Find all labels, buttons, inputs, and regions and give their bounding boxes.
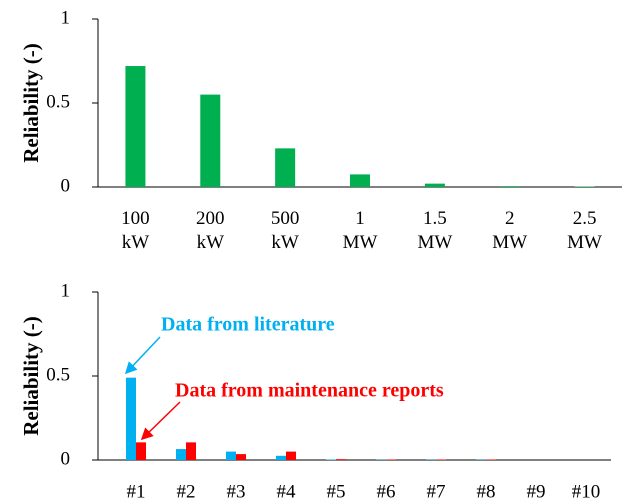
x-tick-label: #7: [427, 481, 446, 502]
x-tick-label: 500 kW: [271, 208, 300, 253]
y-tick-label: 0: [61, 448, 71, 469]
x-tick-label: 200 kW: [196, 208, 225, 253]
bar: [386, 459, 396, 460]
x-tick-line: MW: [492, 232, 527, 253]
bar: [176, 449, 186, 460]
x-tick-label: #8: [477, 481, 496, 502]
x-tick-label: #9: [527, 481, 546, 502]
x-tick-label: #1: [127, 481, 146, 502]
x-tick-line: MW: [417, 232, 452, 253]
x-tick-label: 2 MW: [492, 208, 527, 253]
x-tick-label: 1 MW: [343, 208, 378, 253]
arrow: [140, 401, 181, 441]
bar: [486, 459, 496, 460]
bar: [275, 148, 296, 187]
x-tick-line: 2.5: [573, 208, 597, 229]
bar: [226, 451, 236, 460]
bar: [326, 459, 336, 460]
y-tick-label: 0.5: [46, 91, 70, 112]
x-tick-line: MW: [343, 232, 378, 253]
x-tick-line: kW: [197, 232, 225, 253]
x-tick-line: MW: [567, 232, 602, 253]
x-tick-line: 100: [121, 208, 150, 229]
bar: [286, 451, 296, 460]
bar: [574, 186, 595, 187]
x-tick-label: 2.5 MW: [567, 208, 602, 253]
x-tick-label: #2: [177, 481, 196, 502]
annotation: Data from maintenance reports: [175, 380, 444, 402]
annotation: Data from literature: [161, 314, 335, 336]
x-tick-line: 1.5: [423, 208, 447, 229]
bar: [424, 183, 445, 187]
bar: [350, 174, 370, 187]
bar: [200, 94, 221, 187]
x-tick-label: 1.5 MW: [417, 208, 452, 253]
x-tick-label: #4: [277, 481, 297, 502]
x-tick-line: 1: [355, 208, 365, 229]
x-tick-label: #10: [572, 481, 601, 502]
y-axis-label: Reliability (-): [19, 316, 43, 436]
x-tick-label: 100 kW: [121, 208, 150, 253]
x-tick-label: #3: [227, 481, 246, 502]
x-tick-line: kW: [122, 232, 150, 253]
bar: [136, 442, 146, 460]
x-tick-label: #6: [377, 481, 396, 502]
x-tick-line: 2: [505, 208, 515, 229]
bar: [125, 66, 146, 187]
bar: [276, 455, 286, 460]
bar: [186, 442, 196, 460]
x-tick-line: kW: [271, 232, 299, 253]
x-tick-line: 500: [271, 208, 300, 229]
y-tick-label: 0: [61, 175, 71, 196]
bar: [499, 186, 520, 187]
bar: [126, 377, 136, 460]
x-tick-label: #5: [327, 481, 346, 502]
y-axis-label: Reliability (-): [19, 43, 43, 163]
bar: [336, 459, 346, 460]
y-tick-label: 1: [61, 7, 71, 28]
y-tick-label: 1: [61, 280, 71, 301]
y-tick-label: 0.5: [46, 364, 70, 385]
x-tick-line: 200: [196, 208, 225, 229]
arrow: [124, 336, 161, 375]
bar: [436, 459, 446, 460]
bar: [236, 454, 246, 460]
